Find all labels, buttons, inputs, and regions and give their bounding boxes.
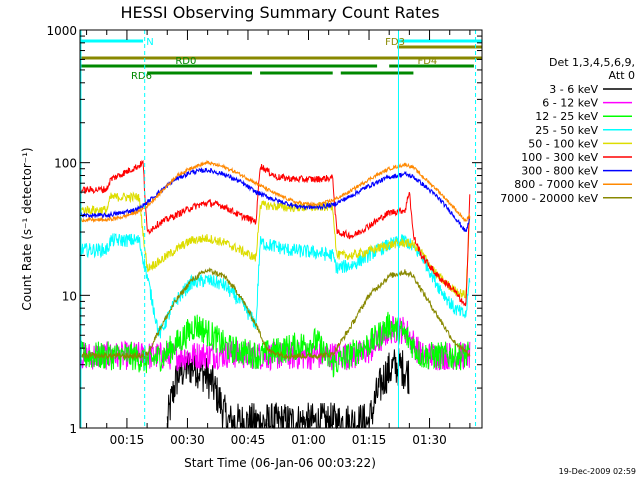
plot-frame bbox=[79, 29, 483, 429]
x-tick-label: 01:30 bbox=[412, 433, 447, 447]
legend-entry-label: 25 - 50 keV bbox=[535, 124, 598, 137]
series-line-7 bbox=[80, 167, 471, 232]
chart-title: HESSI Observing Summary Count Rates bbox=[120, 3, 439, 22]
y-axis: 1 10 100 1000 bbox=[46, 24, 482, 436]
x-tick-label: 01:00 bbox=[291, 433, 326, 447]
legend-entry-label: 6 - 12 keV bbox=[542, 97, 598, 110]
x-tick-label: 01:15 bbox=[352, 433, 387, 447]
series-line-3 bbox=[80, 311, 471, 378]
flag-label-rd6: RD6 bbox=[131, 71, 152, 82]
x-axis: 00:15 00:30 00:45 01:00 01:15 01:30 bbox=[86, 30, 471, 447]
flag-label-fd3: FD3 bbox=[385, 37, 405, 48]
legend-entry-label: 50 - 100 keV bbox=[528, 137, 598, 150]
y-tick-label: 100 bbox=[54, 157, 77, 171]
series-line-6 bbox=[80, 159, 471, 307]
series-lines bbox=[80, 159, 471, 430]
legend-header: Att 0 bbox=[609, 69, 635, 82]
series-line-8 bbox=[80, 159, 471, 223]
x-tick-label: 00:15 bbox=[110, 433, 145, 447]
time-markers bbox=[80, 30, 477, 428]
series-line-5 bbox=[80, 191, 471, 299]
flag-label-fd4: FD4 bbox=[417, 56, 437, 67]
legend-header: Det 1,3,4,5,6,9, bbox=[549, 56, 635, 69]
series-line-4 bbox=[80, 232, 471, 339]
x-axis-label: Start Time (06-Jan-06 00:03:22) bbox=[184, 456, 376, 470]
flag-label-rd0: RD0 bbox=[175, 56, 196, 67]
x-tick-label: 00:30 bbox=[170, 433, 205, 447]
y-axis-label: Count Rate (s⁻¹ detector⁻¹) bbox=[20, 147, 34, 310]
x-tick-label: 00:45 bbox=[231, 433, 266, 447]
legend-entry-label: 3 - 6 keV bbox=[549, 83, 598, 96]
timestamp: 19-Dec-2009 02:59 bbox=[559, 467, 636, 476]
legend-entry-label: 12 - 25 keV bbox=[535, 110, 598, 123]
y-tick-label: 1000 bbox=[46, 24, 77, 38]
y-tick-label: 1 bbox=[69, 422, 77, 436]
y-tick-label: 10 bbox=[62, 289, 77, 303]
series-line-9 bbox=[80, 266, 471, 361]
flag-bars: N FD3 FD4 RD0 RD6 bbox=[80, 37, 482, 82]
legend-entry-label: 7000 - 20000 keV bbox=[500, 192, 598, 205]
legend-entry-label: 300 - 800 keV bbox=[521, 165, 598, 178]
legend-entry-label: 800 - 7000 keV bbox=[514, 178, 598, 191]
legend-entry-label: 100 - 300 keV bbox=[521, 151, 598, 164]
flag-label-n: N bbox=[146, 37, 153, 48]
